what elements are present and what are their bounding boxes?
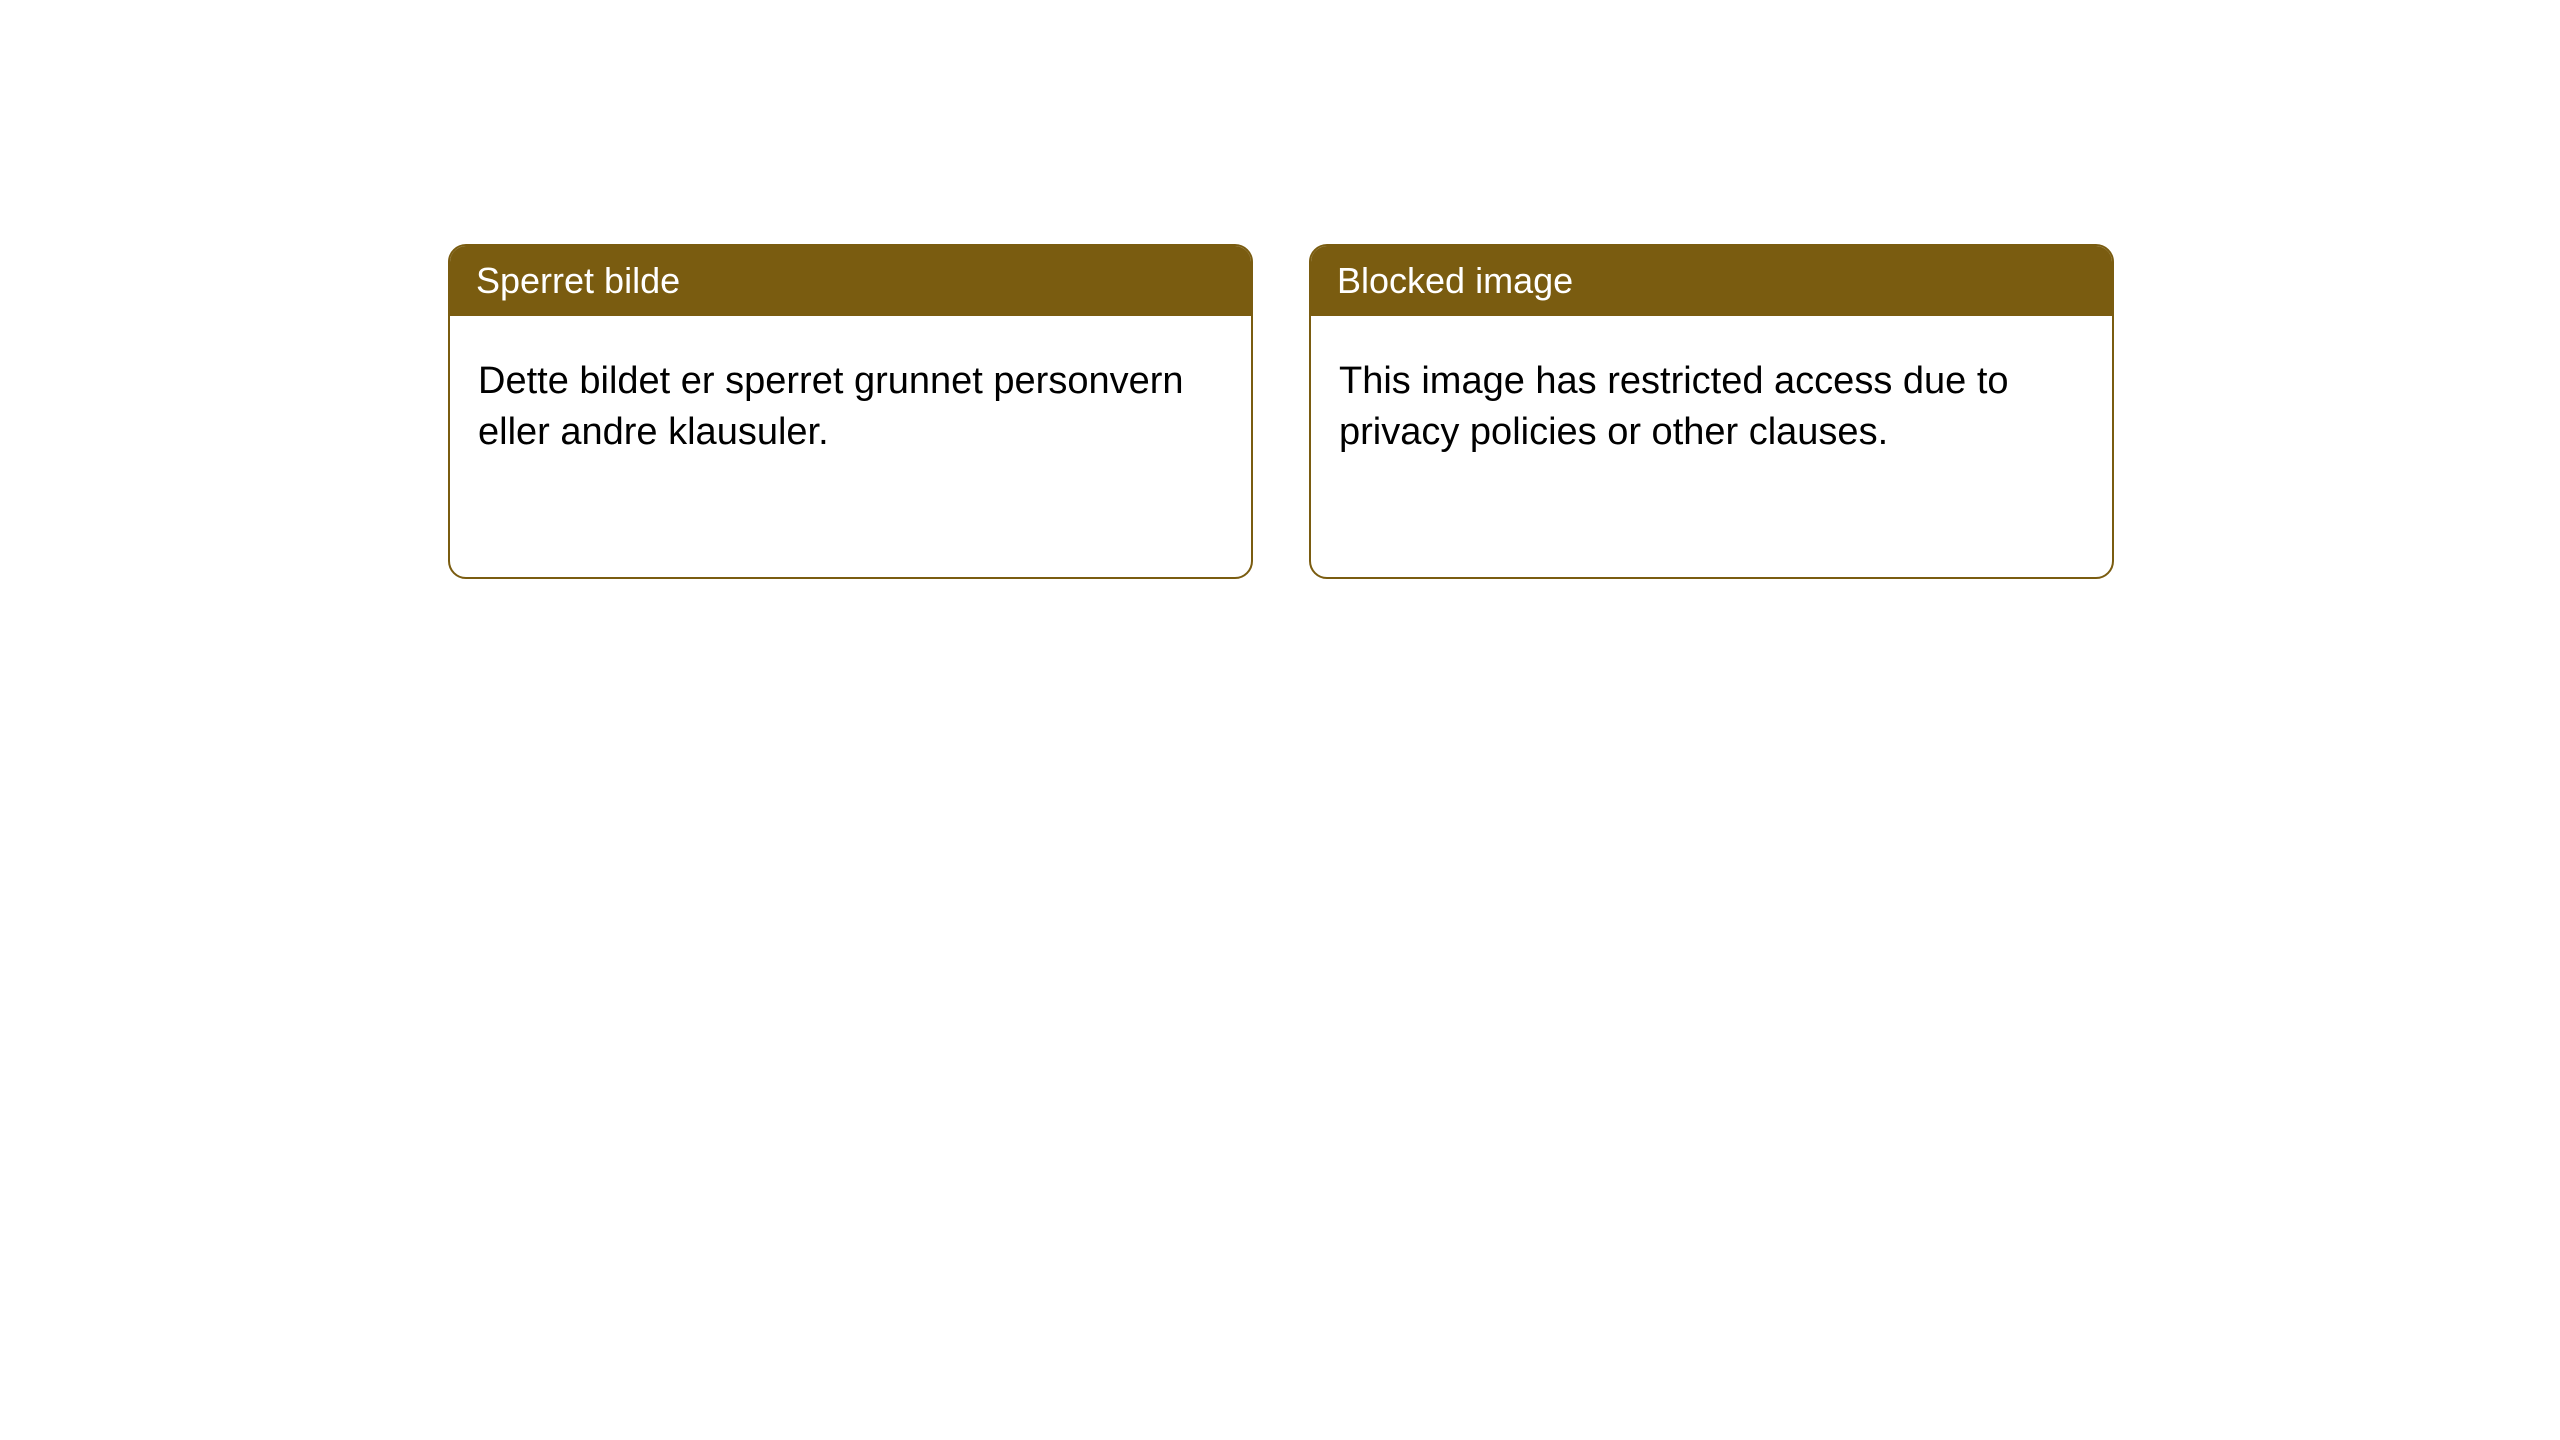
notice-card-header: Blocked image: [1311, 246, 2112, 316]
notice-cards-container: Sperret bilde Dette bildet er sperret gr…: [448, 244, 2114, 579]
notice-card-norwegian: Sperret bilde Dette bildet er sperret gr…: [448, 244, 1253, 579]
notice-card-body: Dette bildet er sperret grunnet personve…: [450, 316, 1251, 499]
notice-card-text: This image has restricted access due to …: [1339, 360, 2009, 453]
notice-card-title: Sperret bilde: [476, 260, 680, 301]
notice-card-english: Blocked image This image has restricted …: [1309, 244, 2114, 579]
notice-card-text: Dette bildet er sperret grunnet personve…: [478, 360, 1184, 453]
notice-card-title: Blocked image: [1337, 260, 1573, 301]
notice-card-header: Sperret bilde: [450, 246, 1251, 316]
notice-card-body: This image has restricted access due to …: [1311, 316, 2112, 499]
